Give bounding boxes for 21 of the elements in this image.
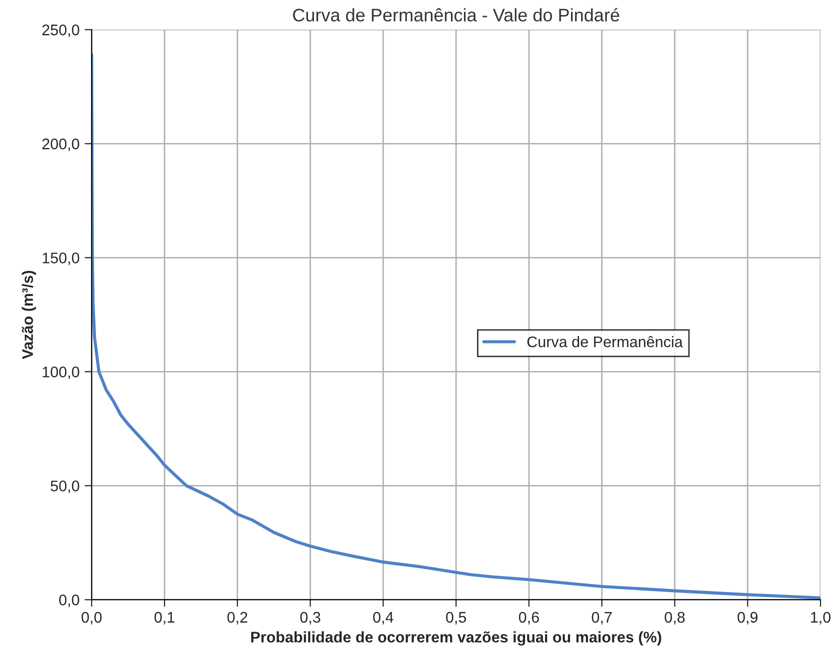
x-tick-label: 0,7: [592, 612, 612, 625]
x-tick-label: 0,0: [82, 612, 102, 625]
x-tick-label: 0,1: [154, 612, 174, 625]
legend-label: Curva de Permanência: [527, 336, 683, 348]
y-tick-label: 250,0: [42, 24, 80, 38]
y-tick-label: 0,0: [59, 594, 80, 608]
y-tick-label: 150,0: [42, 252, 80, 266]
chart-title: Curva de Permanência - Vale do Pindaré: [293, 8, 620, 22]
x-tick-label: 0,8: [664, 612, 685, 625]
y-tick-label: 50,0: [50, 480, 80, 494]
x-tick-label: 0,3: [300, 612, 320, 625]
y-tick-label: 200,0: [42, 138, 80, 152]
y-axis-title: Vazão (m³/s): [22, 270, 36, 360]
x-tick-label: 1,0: [811, 612, 831, 625]
x-tick-label: 0,4: [373, 612, 394, 625]
x-tick-label: 0,2: [227, 612, 248, 625]
x-tick-label: 0,6: [518, 612, 539, 625]
x-tick-label: 0,9: [738, 612, 758, 625]
y-tick-label: 100,0: [42, 366, 80, 380]
x-tick-label: 0,5: [446, 612, 466, 625]
x-axis-title: Probabilidade de ocorrerem vazões iguai ou maiores (%): [251, 631, 662, 646]
